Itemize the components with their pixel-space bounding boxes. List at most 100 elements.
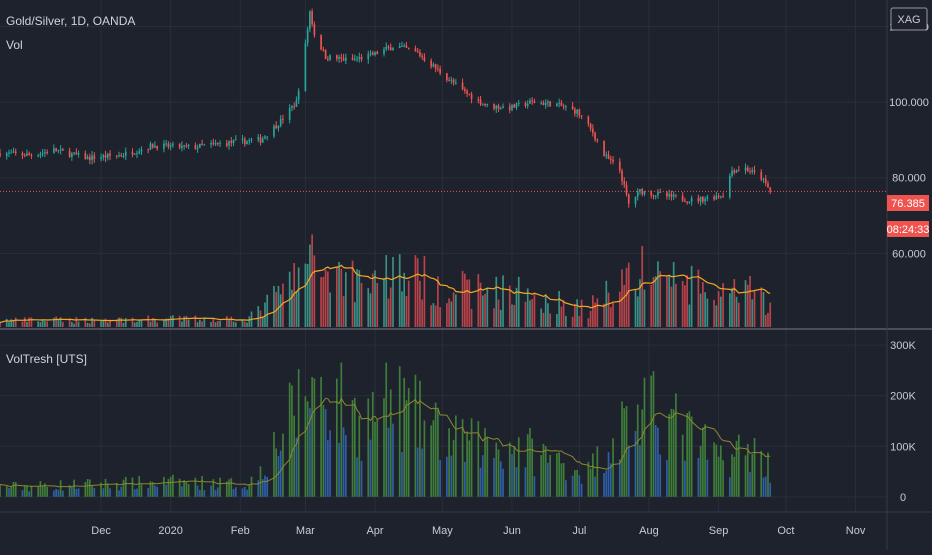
thresh-axis[interactable]: 0 100K 200K 300K [890,340,916,504]
volume-bar [421,299,424,327]
thresh-bar [594,476,596,497]
thresh-bar [405,400,408,497]
volume-bar [515,287,518,327]
candle-body [201,143,203,145]
candle-body [398,46,401,49]
candle-body [293,106,296,108]
volume-bar [243,321,246,327]
candle-body [351,57,354,60]
volume-bar [327,271,329,327]
volume-bar [650,284,653,327]
thresh-bar [344,435,347,497]
thresh-bar [77,488,80,497]
volume-bar [219,320,221,327]
volume-bar [731,287,733,327]
volume-bar [154,319,156,327]
volume-bar [735,296,738,327]
candle-body [241,138,244,140]
volume-bar [414,255,417,327]
volume-bar [266,294,269,327]
volume-bar [201,321,203,327]
candle-body [320,35,322,50]
thresh-bar [306,401,309,497]
candle-body [53,148,55,154]
thresh-bar [596,446,599,497]
candle-body [654,195,657,197]
volume-bar [21,321,24,327]
thresh-bar [266,476,269,497]
candle-body [652,195,655,197]
volume-bar [753,291,756,327]
candle-body [10,152,13,154]
thresh-bar [23,485,26,497]
time-tick-label: Sep [709,525,729,537]
candle-body [304,43,307,91]
volume-bar [338,261,340,327]
volume-bar [481,295,484,327]
thresh-bar [670,408,673,497]
candle-body [23,155,26,157]
candle-body [517,102,520,104]
thresh-bar [533,476,536,497]
thresh-bar [234,487,237,497]
axis-tag-box[interactable] [890,7,928,31]
candle-body [594,132,596,140]
candle-body [257,137,260,140]
thresh-bar [481,455,484,497]
candle-body [603,140,605,156]
thresh-bar [216,487,219,497]
volume-bar [461,270,464,327]
volume-bar [356,269,358,327]
thresh-bar [591,453,594,497]
volume-bar [513,304,516,327]
candle-body [486,103,489,106]
indicator-label[interactable]: VolTresh [UTS] [6,352,87,366]
volume-bar [502,275,504,327]
time-axis[interactable]: Dec 2020 Feb Mar Apr May Jun Jul Aug Sep Oct Nov [91,525,866,537]
volume-bar [675,283,677,327]
thresh-bar [531,438,534,497]
candle-body [446,73,448,81]
volume-bar [120,317,123,327]
time-tick-label: Mar [296,525,315,537]
thresh-tick-label: 200K [890,391,916,403]
thresh-bar [201,476,203,497]
candle-body [21,152,24,156]
thresh-bar [371,391,374,497]
volume-bar [264,302,266,327]
volume-bar [405,296,408,327]
volume-bar [719,296,722,327]
thresh-bar [643,377,646,497]
thresh-bar [407,388,410,497]
candle-body [133,153,136,155]
volume-bar [93,320,96,327]
thresh-bar [151,481,154,497]
candle-body [744,167,747,171]
thresh-bar [288,382,291,497]
candle-body [46,152,48,154]
volume-bar [760,287,763,327]
thresh-bar [751,453,754,497]
candle-body [383,49,385,55]
symbol-title[interactable]: Gold/Silver, 1D, OANDA [6,14,136,28]
thresh-bar [282,433,284,497]
volume-bar [340,268,343,327]
volume-bar [576,299,578,327]
candle-body [574,109,576,114]
thresh-bar [690,416,693,497]
thresh-bar [84,481,87,497]
volume-bar [163,319,165,327]
time-tick-label: Jul [572,525,586,537]
volume-bar [621,269,623,327]
candle-body [666,192,668,197]
thresh-bar [21,490,24,497]
candle-body [717,195,720,198]
vol-label[interactable]: Vol [6,38,23,52]
candle-body [508,106,511,111]
thresh-bar [746,443,749,497]
volume-bar [133,322,136,327]
volume-bar [751,299,754,327]
candle-body [702,196,704,202]
